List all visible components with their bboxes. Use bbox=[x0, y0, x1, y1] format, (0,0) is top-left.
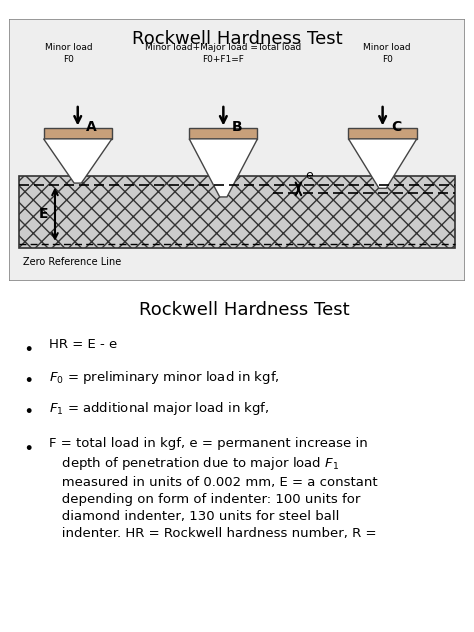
Text: HR = E - e: HR = E - e bbox=[49, 339, 117, 351]
Text: Rockwell Hardness Test: Rockwell Hardness Test bbox=[132, 30, 342, 48]
Text: $F_1$ = additional major load in kgf,: $F_1$ = additional major load in kgf, bbox=[49, 400, 269, 417]
Bar bbox=[348, 128, 417, 139]
Polygon shape bbox=[189, 139, 257, 197]
Text: e: e bbox=[305, 169, 313, 181]
Text: Zero Reference Line: Zero Reference Line bbox=[23, 257, 121, 267]
Text: Minor load: Minor load bbox=[364, 44, 411, 52]
Text: $\bullet$: $\bullet$ bbox=[23, 400, 33, 418]
Polygon shape bbox=[348, 139, 417, 188]
FancyBboxPatch shape bbox=[9, 19, 465, 281]
Text: F = total load in kgf, e = permanent increase in
   depth of penetration due to : F = total load in kgf, e = permanent inc… bbox=[49, 437, 377, 540]
Bar bbox=[18, 176, 456, 248]
Text: F0: F0 bbox=[63, 54, 74, 64]
Text: $\bullet$: $\bullet$ bbox=[23, 437, 33, 456]
Text: Minor load+Major load =Total load: Minor load+Major load =Total load bbox=[145, 44, 301, 52]
Polygon shape bbox=[44, 139, 112, 183]
Text: A: A bbox=[86, 120, 97, 135]
Text: F0+F1=F: F0+F1=F bbox=[202, 54, 244, 64]
Text: Rockwell Hardness Test: Rockwell Hardness Test bbox=[139, 301, 349, 319]
Text: B: B bbox=[231, 120, 242, 135]
Text: F0: F0 bbox=[382, 54, 392, 64]
Text: C: C bbox=[391, 120, 401, 135]
Text: $F_0$ = preliminary minor load in kgf,: $F_0$ = preliminary minor load in kgf, bbox=[49, 369, 279, 386]
Text: E: E bbox=[39, 207, 48, 221]
Text: $\bullet$: $\bullet$ bbox=[23, 369, 33, 387]
Text: $\bullet$: $\bullet$ bbox=[23, 339, 33, 356]
Bar bbox=[44, 128, 112, 139]
Bar bbox=[189, 128, 257, 139]
Text: Minor load: Minor load bbox=[45, 44, 92, 52]
